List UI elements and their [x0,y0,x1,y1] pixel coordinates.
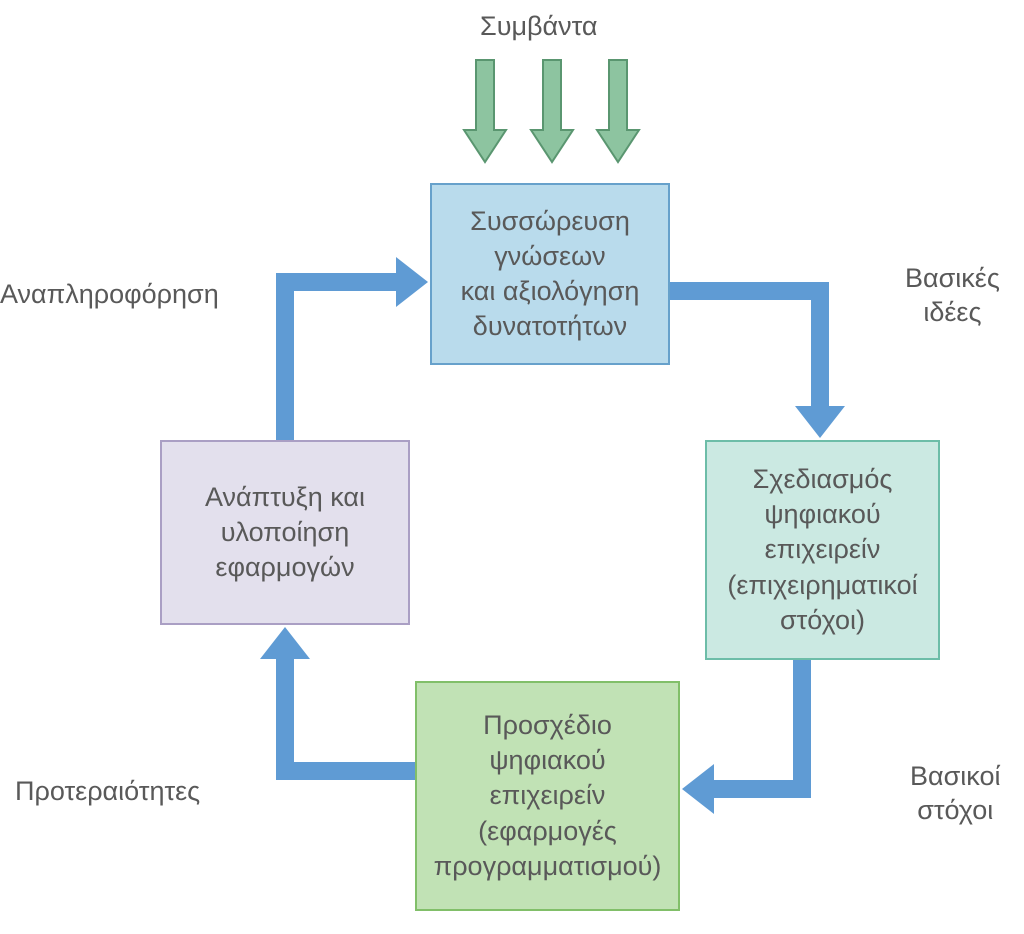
diagram-container: Συμβάντα Αναπληροφόρηση Βασικές ιδέες Πρ… [0,0,1024,934]
label-events: Συμβάντα [480,10,598,44]
input-arrow-2 [531,60,573,162]
label-key-goals: Βασικοί στόχοι [910,760,1000,828]
node-application-development: Ανάπτυξη και υλοποίηση εφαρμογών [160,440,410,625]
arrow-bottom-to-left [260,627,415,780]
label-priorities: Προτεραιότητες [15,775,200,809]
node-knowledge-accumulation: Συσσώρευση γνώσεων και αξιολόγηση δυνατο… [430,183,670,365]
node-digital-business-design: Σχεδιασμός ψηφιακού επιχειρείν (επιχειρη… [705,440,940,660]
arrow-top-to-right [670,282,845,438]
label-key-ideas: Βασικές ιδέες [905,262,1000,330]
input-arrow-3 [597,60,639,162]
arrow-left-to-top [276,257,428,440]
label-feedback: Αναπληροφόρηση [0,278,219,312]
arrow-right-to-bottom [682,660,811,814]
node-digital-business-blueprint: Προσχέδιο ψηφιακού επιχειρείν (εφαρμογές… [415,681,680,911]
input-arrow-1 [464,60,506,162]
